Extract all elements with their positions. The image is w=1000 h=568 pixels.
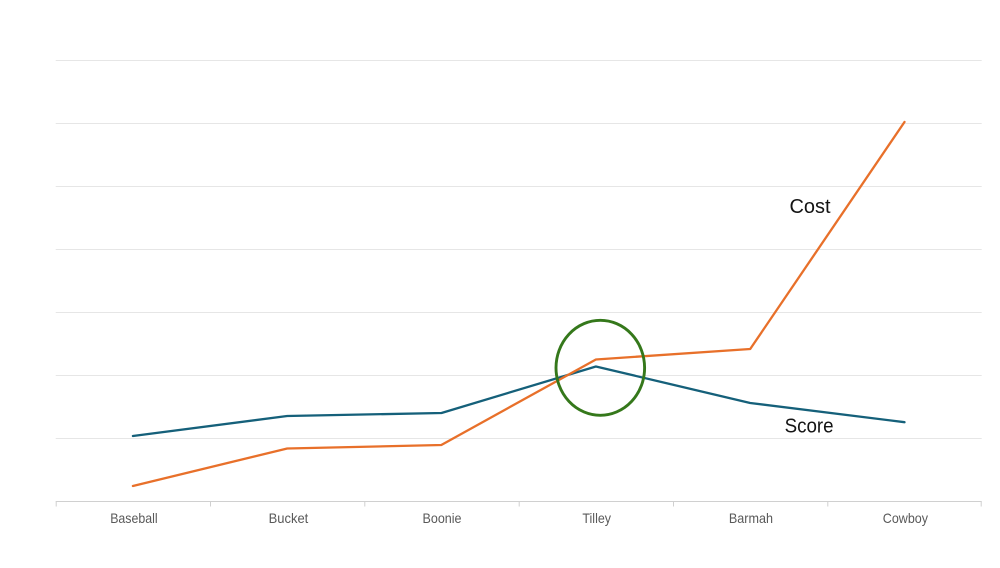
svg-text:Baseball: Baseball <box>110 510 157 526</box>
svg-text:Score: Score <box>785 415 834 437</box>
svg-text:Barmah: Barmah <box>729 510 773 526</box>
svg-text:Cowboy: Cowboy <box>883 510 928 526</box>
svg-text:Tilley: Tilley <box>582 510 611 526</box>
svg-text:Boonie: Boonie <box>423 510 462 526</box>
svg-text:Bucket: Bucket <box>269 510 309 526</box>
svg-text:Cost: Cost <box>790 196 831 218</box>
